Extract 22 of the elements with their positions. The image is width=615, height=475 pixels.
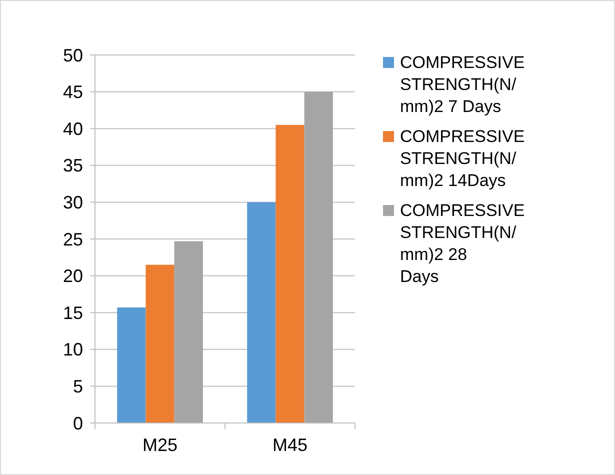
bar xyxy=(304,92,333,423)
y-tick-label: 5 xyxy=(72,376,83,396)
legend-label: COMPRESSIVE STRENGTH(N/mm)2 7 Days xyxy=(400,53,525,116)
y-tick-label: 45 xyxy=(62,82,83,102)
y-tick-label: 15 xyxy=(62,302,83,323)
y-tick-label: 0 xyxy=(72,413,83,434)
bar xyxy=(247,202,276,423)
x-tick-label: M45 xyxy=(272,435,308,455)
x-tick-label: M25 xyxy=(142,435,178,455)
bar xyxy=(146,264,174,423)
y-tick-label: 20 xyxy=(62,266,83,286)
legend-label: COMPRESSIVE STRENGTH(N/mm)2 14Days xyxy=(400,127,525,190)
y-tick-label: 30 xyxy=(62,192,83,212)
y-tick-label: 35 xyxy=(62,156,83,176)
y-tick-label: 40 xyxy=(62,118,83,139)
y-tick-label: 50 xyxy=(62,45,83,66)
y-tick-label: 25 xyxy=(62,229,83,250)
legend-label: COMPRESSIVE STRENGTH(N/mm)2 28 Days xyxy=(400,201,525,286)
bar xyxy=(174,241,203,423)
bar xyxy=(117,307,146,423)
bar xyxy=(276,124,304,423)
y-tick-label: 10 xyxy=(62,340,83,360)
